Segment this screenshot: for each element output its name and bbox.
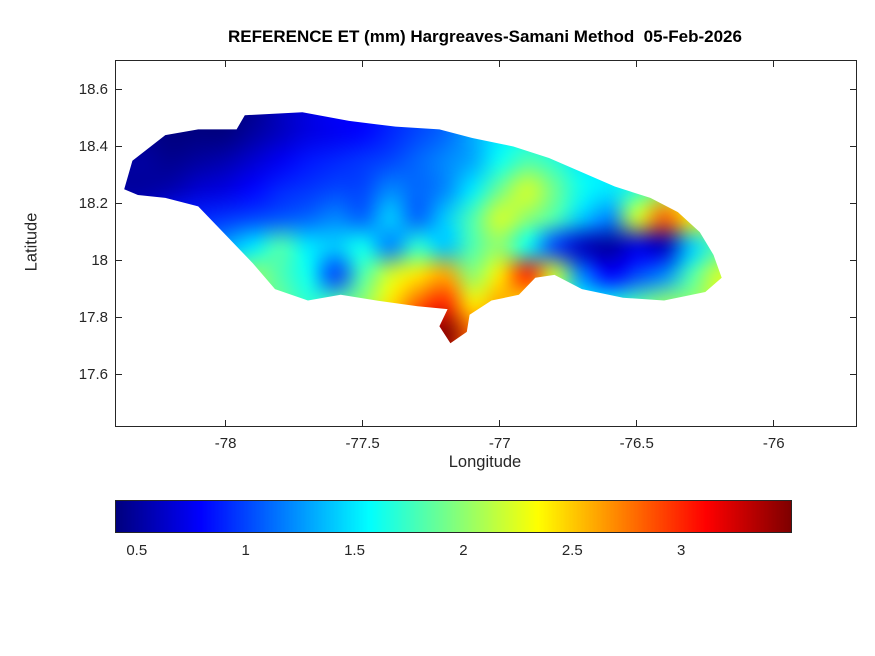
- colorbar-tick-label: 3: [676, 542, 686, 559]
- x-tick-mark: [362, 420, 364, 426]
- y-tick-label: 17.8: [78, 308, 108, 326]
- y-tick-mark: [116, 89, 122, 91]
- x-tick-label: -76.5: [619, 435, 654, 452]
- x-tick-mark: [225, 420, 227, 426]
- x-tick-mark: [362, 61, 364, 67]
- y-tick-mark: [850, 203, 856, 205]
- x-tick-mark: [225, 61, 227, 67]
- x-axis-label: Longitude: [448, 453, 522, 471]
- y-tick-mark: [850, 317, 856, 319]
- x-tick-mark: [636, 61, 638, 67]
- y-tick-mark: [116, 146, 122, 148]
- x-tick-label: -76: [762, 435, 785, 452]
- colorbar-tick-label: 0.5: [126, 542, 148, 559]
- chart-title: REFERENCE ET (mm) Hargreaves-Samani Meth…: [228, 27, 742, 46]
- x-tick-label: -77.5: [345, 435, 380, 452]
- jamaica-et-heatmap-canvas: [124, 112, 722, 344]
- colorbar-tick-label: 1.5: [344, 542, 365, 559]
- x-tick-mark: [499, 61, 501, 67]
- y-tick-mark: [850, 260, 856, 262]
- y-axis-label: Latitude: [22, 212, 41, 272]
- x-tick-mark: [499, 420, 501, 426]
- y-tick-mark: [116, 203, 122, 205]
- y-tick-label: 18.4: [78, 137, 108, 155]
- colorbar-tick-label: 2.5: [561, 542, 583, 559]
- x-tick-mark: [773, 61, 775, 67]
- y-tick-label: 18: [91, 251, 108, 269]
- x-tick-label: -77: [488, 435, 511, 452]
- plot-area: -78 -77.5 -77 -76.5 -76 18.6 18.4 18.2 18 17.8 17.…: [79, 60, 857, 452]
- y-tick-mark: [850, 89, 856, 91]
- x-tick-mark: [636, 420, 638, 426]
- y-tick-mark: [116, 317, 122, 319]
- x-tick-label: -78: [214, 435, 237, 452]
- y-tick-mark: [116, 260, 122, 262]
- colorbar-gradient-canvas: [116, 501, 791, 532]
- x-tick-mark: [773, 420, 775, 426]
- colorbar: [115, 500, 792, 533]
- y-tick-label: 17.6: [78, 365, 108, 383]
- y-tick-label: 18.2: [78, 194, 108, 212]
- y-tick-label: 18.6: [78, 80, 108, 98]
- y-tick-mark: [116, 374, 122, 376]
- colorbar-tick-label: 1: [241, 542, 250, 559]
- y-tick-mark: [850, 374, 856, 376]
- colorbar-tick-label: 2: [459, 542, 468, 559]
- y-tick-mark: [850, 146, 856, 148]
